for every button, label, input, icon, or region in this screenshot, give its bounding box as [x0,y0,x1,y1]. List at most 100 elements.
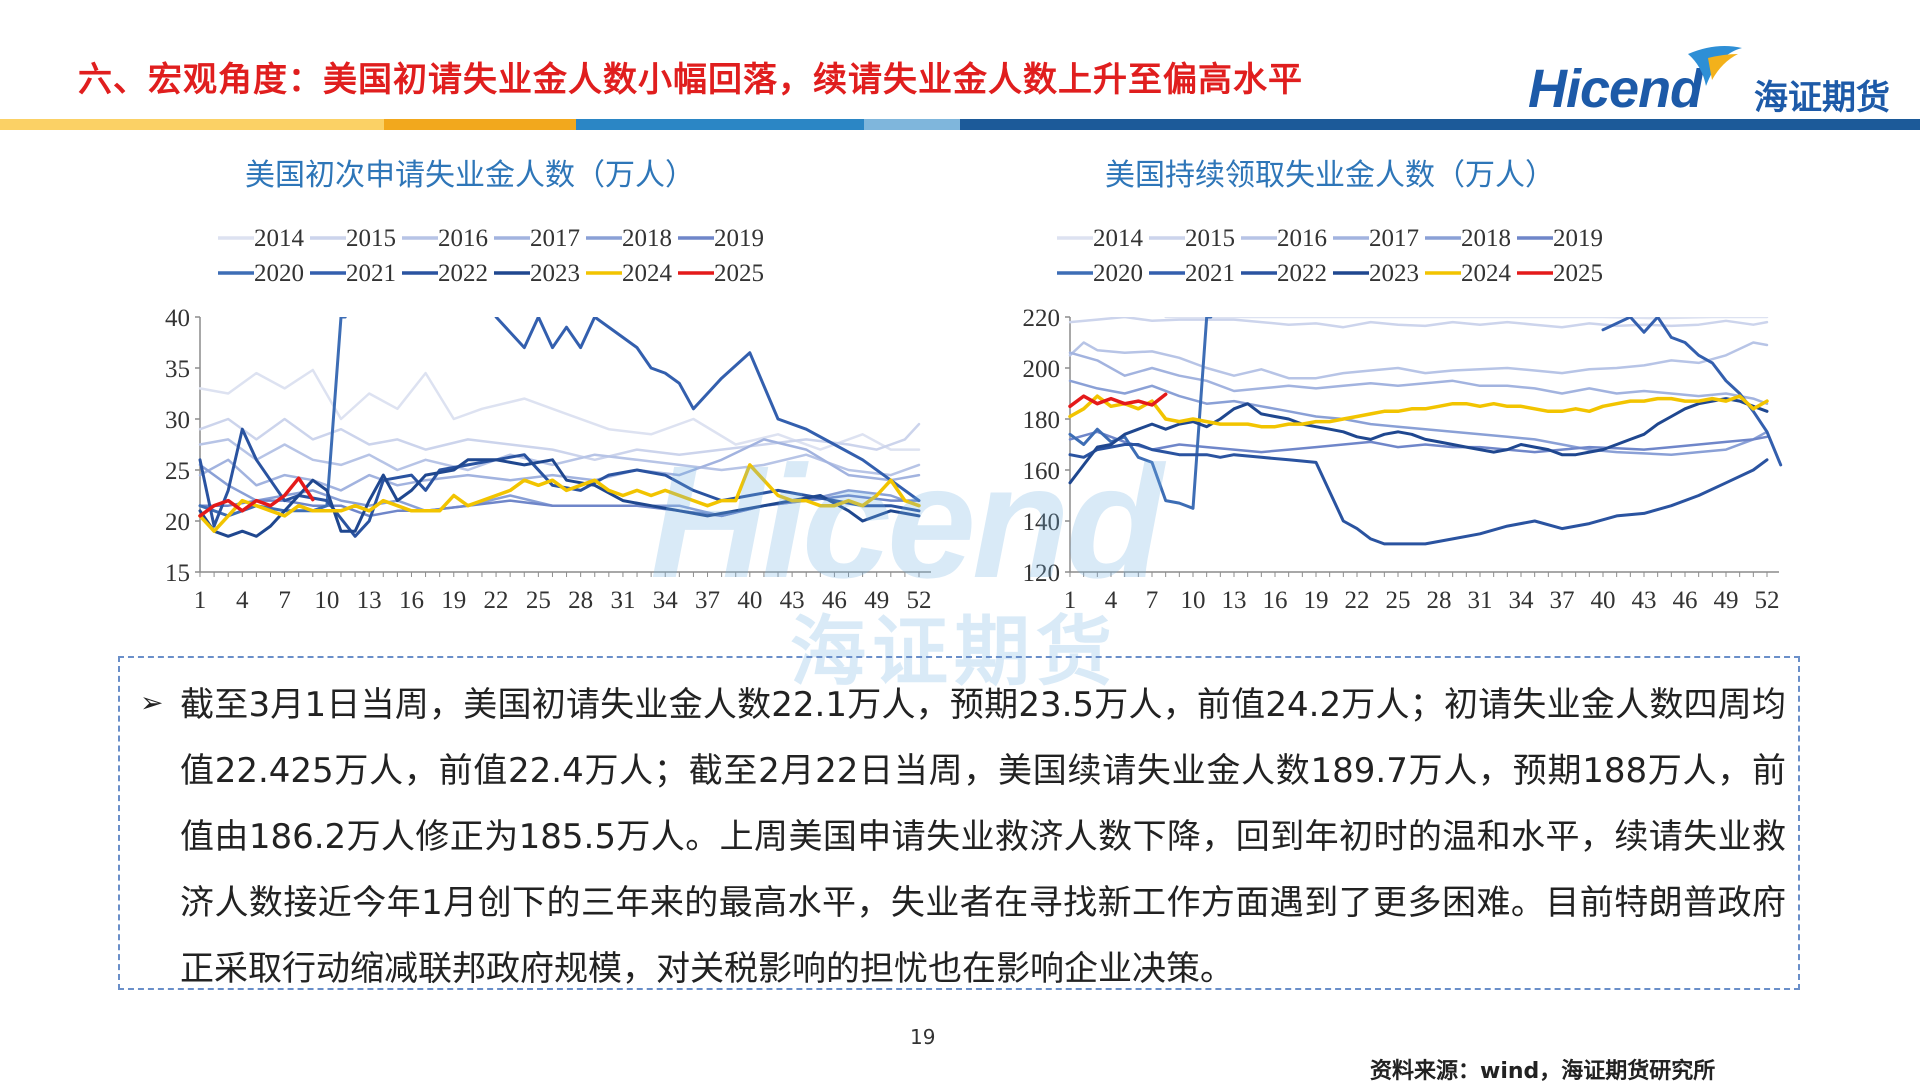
y-tick-label: 30 [165,407,190,434]
legend-label-2018: 2018 [1461,225,1511,252]
x-tick-label: 49 [1714,587,1739,614]
series-line-2019 [1068,430,1769,454]
y-tick-label: 200 [1023,356,1061,383]
x-tick-label: 37 [695,587,720,614]
series-line-2023 [198,458,921,538]
x-tick-label: 46 [822,587,847,614]
legend-label-2021: 2021 [1185,260,1235,287]
series-line-2020 [198,317,347,518]
y-tick-label: 15 [165,560,190,587]
x-tick-label: 40 [1591,587,1616,614]
series-line-2025 [198,476,315,518]
x-tick-label: 34 [1509,587,1535,614]
legend-label-2022: 2022 [438,260,488,287]
legend-label-2024: 2024 [622,260,673,287]
x-tick-label: 13 [357,587,382,614]
x-tick-label: 31 [610,587,635,614]
series-line-2014 [198,368,921,451]
x-tick-label: 52 [907,587,932,614]
x-tick-label: 13 [1222,587,1247,614]
legend-label-2025: 2025 [714,260,764,287]
x-tick-label: 19 [441,587,466,614]
y-tick-label: 25 [165,458,190,485]
series-line-2024 [1068,394,1769,429]
page-number: 19 [910,1025,936,1049]
x-tick-label: 1 [194,587,207,614]
x-tick-label: 31 [1468,587,1493,614]
y-tick-label: 180 [1023,407,1061,434]
series-line-2020 [1068,317,1213,510]
x-tick-label: 16 [399,587,424,614]
x-tick-label: 25 [526,587,551,614]
header-stripe-5 [960,119,1920,130]
x-tick-label: 4 [236,587,249,614]
x-tick-label: 34 [653,587,679,614]
logo-swoosh-icon [1688,46,1742,86]
commentary-box: ➢ 截至3月1日当周，美国初请失业金人数22.1万人，预期23.5万人，前值24… [118,656,1800,990]
y-tick-label: 220 [1023,305,1061,332]
x-tick-label: 46 [1673,587,1698,614]
hicend-logo: Hicend 海证期货 [1528,36,1920,122]
legend-label-2015: 2015 [1185,225,1235,252]
header-stripe-3 [576,119,864,130]
header-stripe-2 [384,119,576,130]
chart-title-continuing-claims: 美国持续领取失业金人数（万人） [1105,158,1555,193]
x-tick-label: 52 [1755,587,1780,614]
slide-title: 六、宏观角度：美国初请失业金人数小幅回落，续请失业金人数上升至偏高水平 [78,60,1303,100]
x-tick-label: 37 [1550,587,1575,614]
series-line-2018 [1068,379,1769,456]
series-line-2014 [1164,317,1769,320]
header-stripe-4 [864,119,960,130]
x-tick-label: 10 [314,587,339,614]
series-group [1068,317,1783,546]
legend-label-2014: 2014 [254,225,305,252]
x-tick-label: 7 [1146,587,1159,614]
legend-label-2023: 2023 [1369,260,1419,287]
x-tick-label: 43 [780,587,805,614]
y-tick-label: 160 [1023,458,1061,485]
x-tick-label: 4 [1105,587,1118,614]
data-source: 资料来源：wind，海证期货研究所 [1370,1059,1716,1084]
legend-label-2019: 2019 [1553,225,1603,252]
x-tick-label: 28 [568,587,593,614]
x-tick-label: 49 [864,587,889,614]
series-group [198,317,921,538]
legend-label-2019: 2019 [714,225,764,252]
legend-label-2016: 2016 [1277,225,1327,252]
legend-label-2023: 2023 [530,260,580,287]
series-line-2017 [1068,351,1769,405]
legend-label-2020: 2020 [254,260,304,287]
series-line-2025 [1068,392,1168,409]
series-line-2021 [494,317,921,503]
x-tick-label: 10 [1181,587,1206,614]
y-tick-label: 40 [165,305,190,332]
x-tick-label: 22 [1345,587,1370,614]
y-tick-label: 140 [1023,509,1061,536]
chart-title-initial-claims: 美国初次申请失业金人数（万人） [245,158,695,193]
series-line-2016 [1068,341,1769,380]
x-tick-label: 28 [1427,587,1452,614]
series-line-2024 [198,463,921,533]
series-line-2021 [1601,317,1783,467]
legend-label-2020: 2020 [1093,260,1143,287]
x-tick-label: 16 [1263,587,1288,614]
legend-label-2017: 2017 [1369,225,1419,252]
legend-label-2025: 2025 [1553,260,1603,287]
logo-text-cn: 海证期货 [1754,78,1890,118]
x-tick-label: 40 [737,587,762,614]
legend-label-2017: 2017 [530,225,580,252]
y-tick-label: 20 [165,509,190,536]
series-line-2023 [1068,397,1769,485]
header-stripe-1 [0,119,384,130]
x-tick-label: 19 [1304,587,1329,614]
x-tick-label: 22 [484,587,509,614]
logo-text-en: Hicend [1528,59,1703,119]
legend-label-2024: 2024 [1461,260,1512,287]
y-tick-label: 35 [165,356,190,383]
x-tick-label: 7 [278,587,291,614]
legend-label-2018: 2018 [622,225,672,252]
x-tick-label: 1 [1064,587,1077,614]
continuing-claims-chart: 2014 2015 2016 2017 2018 2019 2020 2021 2022 2023… [1023,225,1783,614]
x-tick-label: 25 [1386,587,1411,614]
